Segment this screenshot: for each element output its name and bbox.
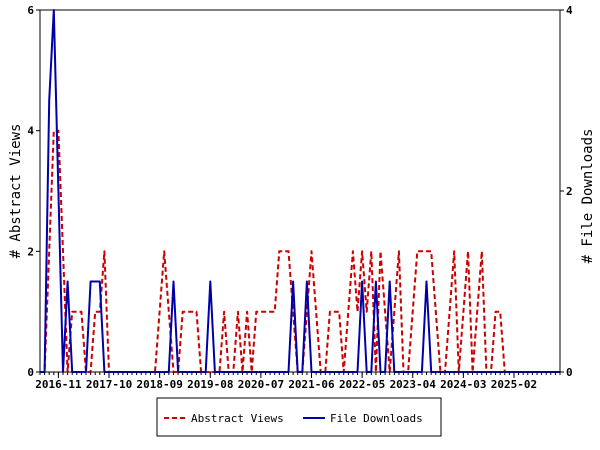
x-tick-label: 2017-10 (86, 378, 132, 391)
plot-frame (39, 9, 561, 373)
y-axis-right-title: # File Downloads (580, 129, 596, 264)
y-right-tick-label: 4 (566, 4, 573, 17)
legend-label-abstract-views: Abstract Views (191, 412, 284, 425)
legend-label-file-downloads: File Downloads (330, 412, 423, 425)
x-tick-label: 2018-09 (136, 378, 182, 391)
y-left-tick-label: 4 (27, 125, 34, 138)
series-line-file-downloads (40, 9, 560, 373)
x-tick-label: 2020-07 (238, 378, 284, 391)
y-axis-left-title: # Abstract Views (8, 124, 24, 259)
x-tick-label: 2022-05 (339, 378, 385, 391)
y-right-tick-label: 0 (566, 366, 573, 379)
x-tick-label: 2016-11 (35, 378, 82, 391)
x-tick-label: 2019-08 (187, 378, 233, 391)
legend: Abstract Views File Downloads (156, 397, 442, 437)
y-left-tick-label: 6 (27, 4, 34, 17)
plot-area (39, 9, 561, 373)
legend-box (156, 397, 442, 437)
series-layer (40, 9, 560, 373)
x-tick-label: 2023-04 (390, 378, 437, 391)
x-tick-label: 2025-02 (491, 378, 537, 391)
y-right-tick-label: 2 (566, 185, 573, 198)
x-tick-label: 2024-03 (440, 378, 486, 391)
y-left-tick-label: 0 (27, 366, 34, 379)
x-tick-label: 2021-06 (288, 378, 335, 391)
axes: 2016-11 2017-10 2018-09 2019-08 2020-07 2021-… (27, 4, 573, 391)
y-left-tick-label: 2 (27, 245, 34, 258)
